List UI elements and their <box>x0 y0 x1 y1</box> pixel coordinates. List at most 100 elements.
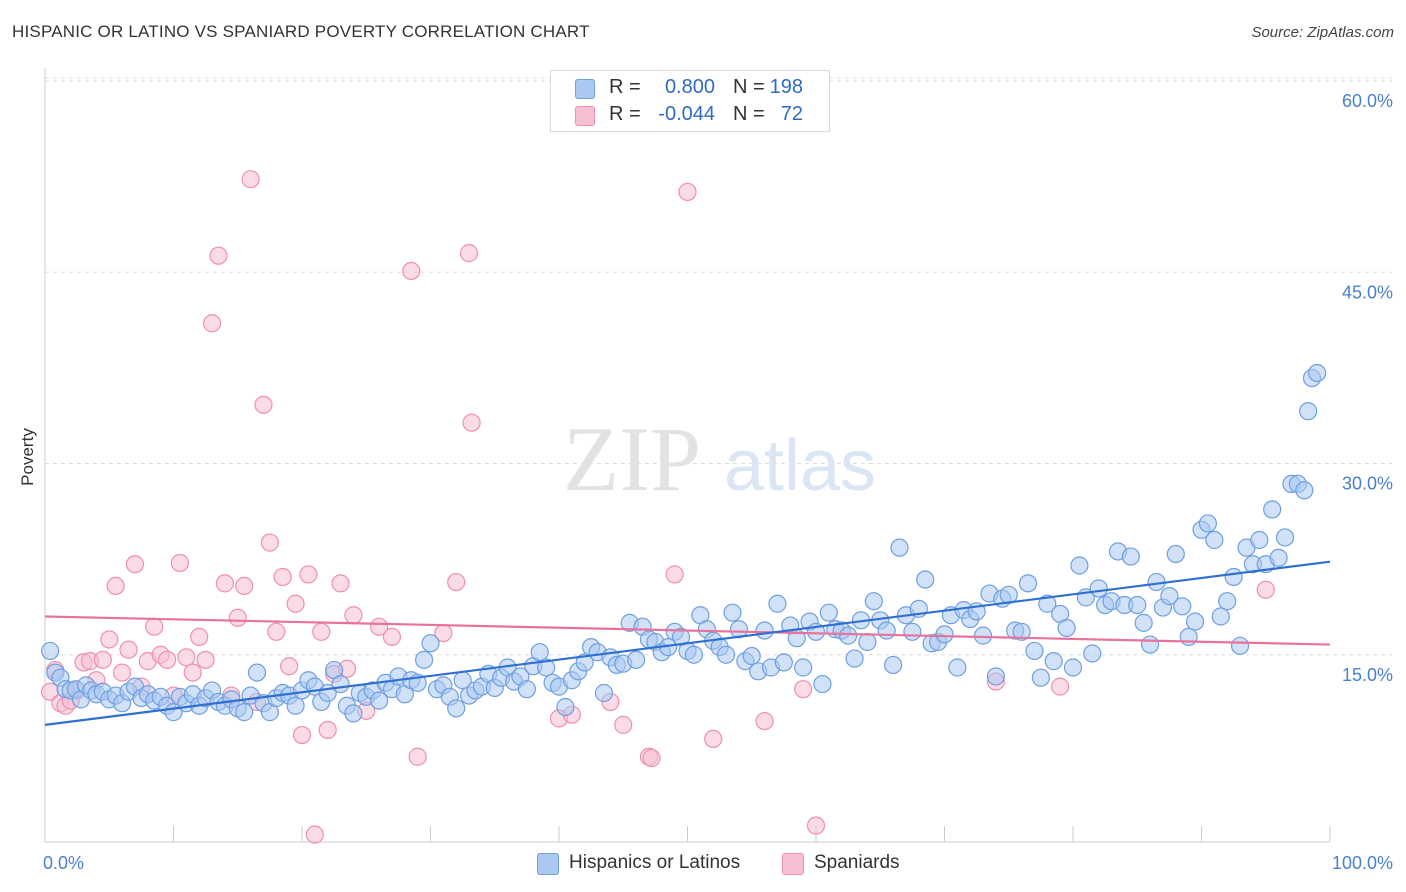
hispanics-point <box>813 674 832 694</box>
spaniards-point <box>1051 677 1070 696</box>
legend-r-label: R = <box>609 103 641 125</box>
spaniards-point <box>280 657 299 676</box>
hispanics-point <box>286 696 305 715</box>
spaniards-point <box>755 711 774 731</box>
hispanics-point <box>845 649 864 668</box>
hispanics-point <box>986 667 1006 686</box>
hispanics-point <box>447 699 466 718</box>
y-axis-title: Poverty <box>18 428 37 486</box>
hispanics-point <box>1230 636 1250 655</box>
hispanics-point <box>1134 613 1153 632</box>
hispanics-point <box>517 680 536 699</box>
hispanics-point <box>903 622 922 641</box>
spaniards-point <box>209 246 228 265</box>
hispanics-point <box>1038 594 1057 613</box>
spaniards-point <box>177 648 196 667</box>
hispanics-point <box>1089 579 1108 598</box>
spaniards-point <box>267 622 286 641</box>
spaniards-point <box>305 825 324 844</box>
spaniards-point <box>462 413 481 432</box>
hispanics-point <box>1224 567 1243 587</box>
bottom-legend-label: Spaniards <box>814 852 900 873</box>
spaniards-point <box>806 816 826 835</box>
hispanics-point <box>1166 544 1185 564</box>
spaniards-point <box>215 574 234 593</box>
hispanics-point <box>1012 622 1031 641</box>
spaniards-point <box>318 720 337 740</box>
hispanics-point <box>370 691 389 710</box>
spaniards-point <box>370 617 389 636</box>
spaniards-point <box>119 640 138 659</box>
hispanics-point <box>890 538 909 557</box>
hispanics-point <box>1121 547 1140 566</box>
hispanics-point <box>1140 635 1160 654</box>
bottom-legend-swatch-pink <box>782 853 804 875</box>
hispanics-point <box>794 658 813 677</box>
hispanics-point <box>1308 363 1327 383</box>
hispanics-point <box>1025 641 1044 661</box>
y-tick-label: 60.0% <box>1342 91 1393 111</box>
legend-swatch-blue <box>575 79 595 99</box>
hispanics-point <box>1185 612 1205 631</box>
hispanics-point <box>935 625 954 644</box>
hispanics-point <box>768 594 787 613</box>
watermark-atlas: atlas <box>724 426 876 506</box>
spaniards-point <box>157 650 177 669</box>
spaniards-point <box>344 606 363 625</box>
hispanics-point <box>973 626 993 645</box>
spaniards-point <box>382 627 402 647</box>
hispanics-point <box>41 641 60 661</box>
hispanics-point <box>723 603 742 622</box>
spaniards-point <box>145 617 164 636</box>
spaniards-point <box>112 663 132 682</box>
x-tick-labels: 0.0% 100.0% <box>43 853 1393 873</box>
legend-n-value: 72 <box>780 103 803 125</box>
hispanics-point <box>247 663 267 682</box>
watermark-zip: ZIP <box>563 408 701 510</box>
spaniards-point <box>408 747 427 766</box>
hispanics-point <box>864 592 883 611</box>
watermark: ZIP atlas <box>563 408 876 510</box>
hispanics-point <box>883 655 903 675</box>
source-label: Source: ZipAtlas.com <box>1251 24 1394 41</box>
hispanics-point <box>1018 574 1038 593</box>
spaniards-point <box>331 574 350 593</box>
axes <box>44 68 1331 843</box>
hispanics-point <box>626 650 646 669</box>
hispanics-point <box>858 632 877 652</box>
spaniards-point <box>286 594 305 613</box>
bottom-legend-label: Hispanics or Latinos <box>569 852 741 873</box>
spaniards-point <box>459 244 479 263</box>
legend: R = 0.800 N = 198 R = -0.044 N = 72 <box>550 70 830 132</box>
hispanics-point <box>774 653 793 672</box>
hispanics-point <box>1263 500 1282 519</box>
hispanics-point <box>1295 481 1314 500</box>
x-tick-label: 0.0% <box>43 853 84 873</box>
spaniards-point <box>260 533 279 552</box>
hispanics-point <box>948 658 967 677</box>
spaniards-point <box>678 182 697 202</box>
legend-r-value: 0.800 <box>664 76 715 98</box>
chart-title: HISPANIC OR LATINO VS SPANIARD POVERTY C… <box>12 22 590 41</box>
legend-n-value: 198 <box>769 76 803 98</box>
spaniards-point <box>447 572 466 592</box>
hispanics-point <box>1218 592 1237 611</box>
spaniards-trend-line <box>44 615 1331 646</box>
spaniards-point <box>254 395 273 414</box>
spaniards-point <box>1256 580 1275 599</box>
spaniards-point <box>665 565 684 584</box>
spaniards-point <box>228 608 247 627</box>
legend-r-value: -0.044 <box>658 103 715 125</box>
y-tick-label: 30.0% <box>1342 474 1393 494</box>
spaniards-point <box>794 680 813 699</box>
y-tick-label: 45.0% <box>1342 282 1393 302</box>
hispanics-point <box>1179 627 1198 647</box>
x-tick-label: 100.0% <box>1332 853 1393 873</box>
hispanics-point <box>1173 597 1192 616</box>
hispanics-point <box>1299 402 1318 421</box>
hispanics-point <box>1083 644 1102 663</box>
hispanics-point <box>684 645 704 664</box>
hispanics-point <box>916 570 935 589</box>
hispanics-point <box>331 674 350 694</box>
